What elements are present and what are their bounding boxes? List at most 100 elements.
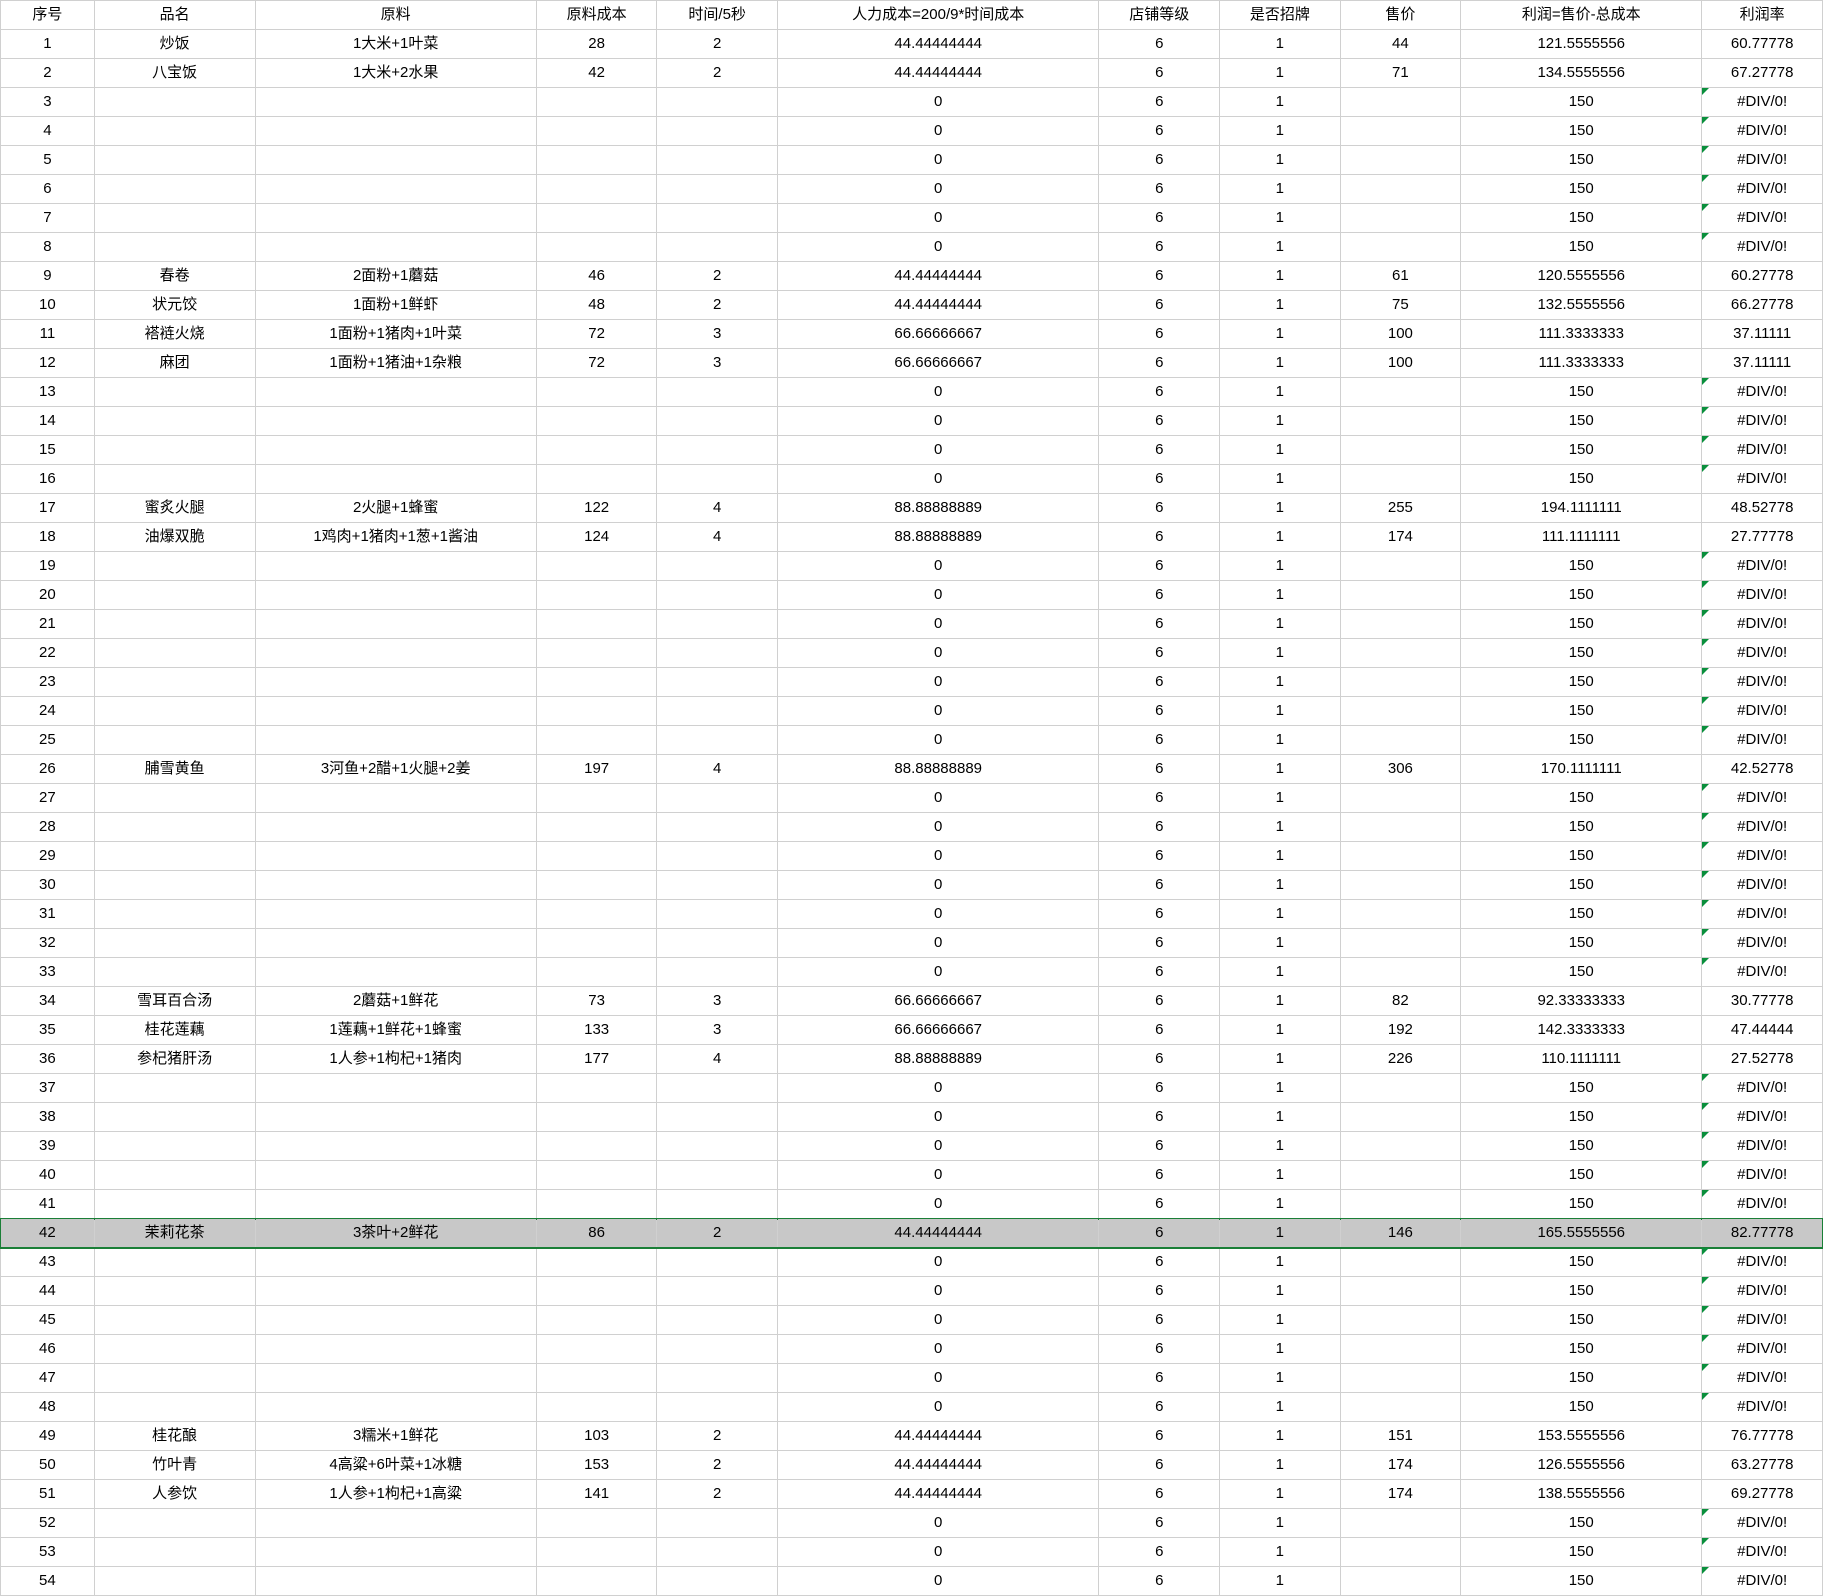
- cell-is_special[interactable]: 1: [1220, 1190, 1341, 1219]
- cell-ingredients[interactable]: [255, 465, 536, 494]
- cell-is_special[interactable]: 1: [1220, 494, 1341, 523]
- cell-seq[interactable]: 35: [1, 1016, 95, 1045]
- cell-labor_cost[interactable]: 0: [777, 1074, 1099, 1103]
- cell-profit_rate[interactable]: #DIV/0!: [1702, 146, 1823, 175]
- cell-price[interactable]: [1340, 668, 1461, 697]
- cell-labor_cost[interactable]: 0: [777, 1364, 1099, 1393]
- cell-ingredients[interactable]: 1人参+1枸杞+1高粱: [255, 1480, 536, 1509]
- cell-ingredients[interactable]: [255, 233, 536, 262]
- cell-price[interactable]: [1340, 929, 1461, 958]
- cell-price[interactable]: [1340, 1364, 1461, 1393]
- cell-ingredients[interactable]: [255, 1103, 536, 1132]
- cell-price[interactable]: [1340, 813, 1461, 842]
- cell-seq[interactable]: 33: [1, 958, 95, 987]
- cell-profit[interactable]: 150: [1461, 175, 1702, 204]
- cell-name[interactable]: [94, 204, 255, 233]
- cell-shop_level[interactable]: 6: [1099, 117, 1220, 146]
- cell-profit_rate[interactable]: #DIV/0!: [1702, 204, 1823, 233]
- column-header-ingredient_cost[interactable]: 原料成本: [536, 1, 657, 30]
- cell-is_special[interactable]: 1: [1220, 755, 1341, 784]
- cell-shop_level[interactable]: 6: [1099, 958, 1220, 987]
- table-row[interactable]: 26脯雪黄鱼3河鱼+2醋+1火腿+2姜197488.88888889613061…: [1, 755, 1823, 784]
- cell-ingredient_cost[interactable]: 177: [536, 1045, 657, 1074]
- table-row[interactable]: 53061150#DIV/0!: [1, 1538, 1823, 1567]
- cell-profit[interactable]: 150: [1461, 1161, 1702, 1190]
- cell-seq[interactable]: 24: [1, 697, 95, 726]
- cell-price[interactable]: [1340, 407, 1461, 436]
- cell-ingredients[interactable]: [255, 407, 536, 436]
- cell-is_special[interactable]: 1: [1220, 378, 1341, 407]
- cell-name[interactable]: [94, 639, 255, 668]
- cell-ingredient_cost[interactable]: 48: [536, 291, 657, 320]
- cell-shop_level[interactable]: 6: [1099, 1132, 1220, 1161]
- cell-labor_cost[interactable]: 0: [777, 697, 1099, 726]
- cell-price[interactable]: 174: [1340, 523, 1461, 552]
- cell-ingredient_cost[interactable]: [536, 1393, 657, 1422]
- table-row[interactable]: 38061150#DIV/0!: [1, 1103, 1823, 1132]
- cell-time5s[interactable]: 2: [657, 1480, 778, 1509]
- table-row[interactable]: 12麻团1面粉+1猪油+1杂粮72366.6666666761100111.33…: [1, 349, 1823, 378]
- cell-name[interactable]: [94, 871, 255, 900]
- cell-profit_rate[interactable]: #DIV/0!: [1702, 552, 1823, 581]
- cell-shop_level[interactable]: 6: [1099, 523, 1220, 552]
- cell-labor_cost[interactable]: 44.44444444: [777, 1219, 1099, 1248]
- cell-profit_rate[interactable]: 82.77778: [1702, 1219, 1823, 1248]
- cell-shop_level[interactable]: 6: [1099, 842, 1220, 871]
- cell-profit[interactable]: 121.5555556: [1461, 30, 1702, 59]
- cell-labor_cost[interactable]: 66.66666667: [777, 320, 1099, 349]
- cell-seq[interactable]: 43: [1, 1248, 95, 1277]
- table-row[interactable]: 35桂花莲藕1莲藕+1鲜花+1蜂蜜133366.6666666761192142…: [1, 1016, 1823, 1045]
- cell-shop_level[interactable]: 6: [1099, 1074, 1220, 1103]
- cell-labor_cost[interactable]: 0: [777, 117, 1099, 146]
- table-row[interactable]: 41061150#DIV/0!: [1, 1190, 1823, 1219]
- cell-profit[interactable]: 150: [1461, 1538, 1702, 1567]
- column-header-profit_rate[interactable]: 利润率: [1702, 1, 1823, 30]
- cell-shop_level[interactable]: 6: [1099, 1277, 1220, 1306]
- cell-name[interactable]: [94, 929, 255, 958]
- cell-seq[interactable]: 10: [1, 291, 95, 320]
- cell-ingredients[interactable]: [255, 929, 536, 958]
- cell-time5s[interactable]: [657, 552, 778, 581]
- cell-profit[interactable]: 150: [1461, 610, 1702, 639]
- cell-shop_level[interactable]: 6: [1099, 784, 1220, 813]
- cell-profit_rate[interactable]: 47.44444: [1702, 1016, 1823, 1045]
- cell-ingredient_cost[interactable]: [536, 233, 657, 262]
- cell-is_special[interactable]: 1: [1220, 697, 1341, 726]
- cell-profit_rate[interactable]: #DIV/0!: [1702, 929, 1823, 958]
- cell-shop_level[interactable]: 6: [1099, 407, 1220, 436]
- cell-price[interactable]: [1340, 900, 1461, 929]
- cell-labor_cost[interactable]: 44.44444444: [777, 1480, 1099, 1509]
- cell-seq[interactable]: 15: [1, 436, 95, 465]
- cell-ingredients[interactable]: 2面粉+1蘑菇: [255, 262, 536, 291]
- cell-ingredients[interactable]: [255, 1074, 536, 1103]
- cell-price[interactable]: [1340, 552, 1461, 581]
- cell-profit[interactable]: 150: [1461, 204, 1702, 233]
- cell-time5s[interactable]: 4: [657, 755, 778, 784]
- cell-shop_level[interactable]: 6: [1099, 1045, 1220, 1074]
- cell-profit_rate[interactable]: #DIV/0!: [1702, 465, 1823, 494]
- cell-seq[interactable]: 34: [1, 987, 95, 1016]
- cell-seq[interactable]: 13: [1, 378, 95, 407]
- cell-seq[interactable]: 9: [1, 262, 95, 291]
- cell-shop_level[interactable]: 6: [1099, 349, 1220, 378]
- column-header-labor_cost[interactable]: 人力成本=200/9*时间成本: [777, 1, 1099, 30]
- table-row[interactable]: 30061150#DIV/0!: [1, 871, 1823, 900]
- cell-ingredients[interactable]: [255, 146, 536, 175]
- cell-profit_rate[interactable]: #DIV/0!: [1702, 668, 1823, 697]
- cell-seq[interactable]: 29: [1, 842, 95, 871]
- cell-ingredients[interactable]: 3茶叶+2鲜花: [255, 1219, 536, 1248]
- cell-ingredients[interactable]: 1鸡肉+1猪肉+1葱+1酱油: [255, 523, 536, 552]
- cell-name[interactable]: 油爆双脆: [94, 523, 255, 552]
- cell-price[interactable]: [1340, 581, 1461, 610]
- table-row[interactable]: 27061150#DIV/0!: [1, 784, 1823, 813]
- cell-profit[interactable]: 150: [1461, 813, 1702, 842]
- table-row[interactable]: 39061150#DIV/0!: [1, 1132, 1823, 1161]
- cell-is_special[interactable]: 1: [1220, 726, 1341, 755]
- cell-ingredient_cost[interactable]: 86: [536, 1219, 657, 1248]
- cell-price[interactable]: 151: [1340, 1422, 1461, 1451]
- cell-seq[interactable]: 23: [1, 668, 95, 697]
- cell-labor_cost[interactable]: 44.44444444: [777, 262, 1099, 291]
- cell-shop_level[interactable]: 6: [1099, 1422, 1220, 1451]
- cell-labor_cost[interactable]: 0: [777, 1161, 1099, 1190]
- table-row[interactable]: 48061150#DIV/0!: [1, 1393, 1823, 1422]
